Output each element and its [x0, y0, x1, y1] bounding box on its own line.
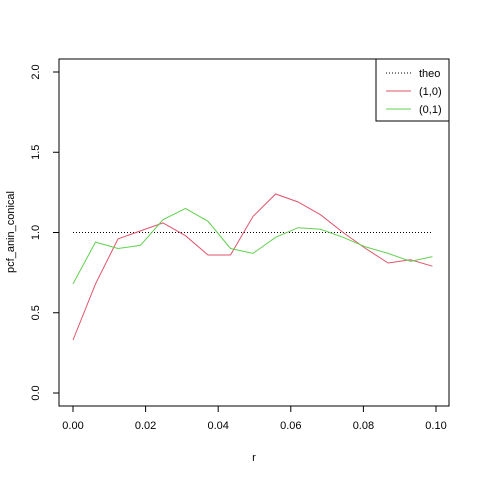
legend-label: (0,1) [419, 104, 442, 116]
x-axis-label: r [252, 452, 256, 464]
y-tick-label: 1.0 [30, 225, 42, 240]
series-line-1-0 [72, 193, 433, 341]
x-tick-label: 0.02 [135, 420, 156, 432]
legend: theo (1,0) (0,1) [375, 58, 450, 122]
y-tick-label: 0.5 [30, 305, 42, 320]
series-layer [72, 193, 433, 341]
y-tick-label: 2.0 [30, 64, 42, 79]
x-axis: 0.00 0.02 0.04 0.06 0.08 0.10 [62, 405, 447, 432]
y-axis-label: pcf_anin_conical [5, 191, 17, 273]
x-tick-label: 0.00 [62, 420, 83, 432]
y-tick-label: 0.0 [30, 385, 42, 400]
y-axis: 0.0 0.5 1.0 1.5 2.0 [30, 64, 60, 401]
legend-box [375, 58, 450, 122]
x-tick-label: 0.04 [207, 420, 228, 432]
x-tick-label: 0.08 [353, 420, 374, 432]
x-tick-label: 0.10 [425, 420, 446, 432]
y-tick-label: 1.5 [30, 145, 42, 160]
series-line-0-1 [72, 207, 433, 285]
legend-label: theo [419, 68, 440, 80]
x-tick-label: 0.06 [280, 420, 301, 432]
legend-label: (1,0) [419, 86, 442, 98]
